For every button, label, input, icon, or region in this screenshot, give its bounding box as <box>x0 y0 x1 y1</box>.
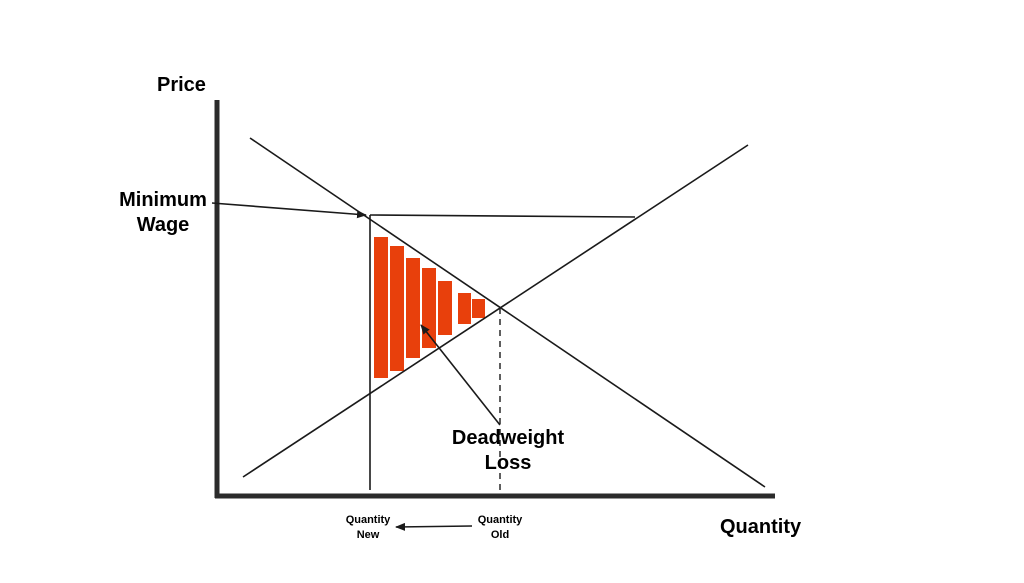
deadweight-bar <box>406 258 420 358</box>
quantity-old-label: Quantity <box>478 514 523 526</box>
quantity-new-label: New <box>357 529 380 541</box>
minimum-wage-label: Wage <box>137 214 190 236</box>
deadweight-bar <box>458 293 471 324</box>
deadweight-bar <box>390 246 404 371</box>
deadweight-bar <box>472 299 485 318</box>
minimum-wage-label: Minimum <box>119 189 207 211</box>
demand-curve <box>249 137 766 488</box>
deadweight-loss-arrow <box>420 324 501 426</box>
quantity-new-label: Quantity <box>346 514 391 526</box>
deadweight-loss-region <box>374 237 485 378</box>
quantity-old-label: Old <box>491 529 509 541</box>
deadweight-bar <box>374 237 388 378</box>
deadweight-loss-label: Loss <box>485 452 532 474</box>
minimum-wage-line <box>369 214 636 218</box>
supply-curve <box>242 144 749 478</box>
minimum-wage-arrow <box>211 202 367 219</box>
y-axis-label: Price <box>157 74 206 96</box>
quantity-shift-arrow <box>395 522 473 531</box>
x-axis-label: Quantity <box>720 516 802 538</box>
deadweight-bar <box>438 281 452 335</box>
deadweight-loss-label: Deadweight <box>452 427 565 449</box>
